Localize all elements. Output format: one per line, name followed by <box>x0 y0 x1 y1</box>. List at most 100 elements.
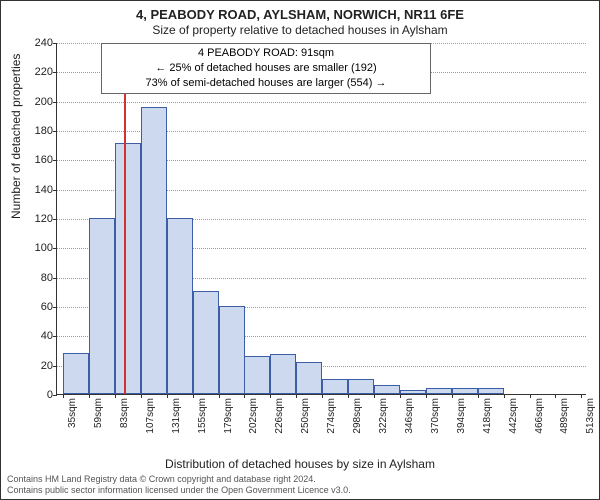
x-tick <box>141 394 142 398</box>
x-tick-label: 346sqm <box>404 398 415 434</box>
footer: Contains HM Land Registry data © Crown c… <box>7 474 351 496</box>
x-tick <box>374 394 375 398</box>
x-tick <box>322 394 323 398</box>
x-tick-label: 298sqm <box>352 398 363 434</box>
y-tick <box>53 43 57 44</box>
x-tick-label: 489sqm <box>559 398 570 434</box>
x-tick-label: 322sqm <box>378 398 389 434</box>
x-tick-label: 202sqm <box>248 398 259 434</box>
y-tick <box>53 248 57 249</box>
y-tick-label: 0 <box>47 389 53 401</box>
histogram-bar <box>270 354 296 394</box>
x-tick-label: 442sqm <box>508 398 519 434</box>
histogram-bar <box>167 218 193 394</box>
x-tick <box>504 394 505 398</box>
annotation-line-3: 73% of semi-detached houses are larger (… <box>106 76 426 91</box>
x-tick <box>478 394 479 398</box>
histogram-bar <box>452 388 478 394</box>
footer-line-1: Contains HM Land Registry data © Crown c… <box>7 474 351 485</box>
x-tick-label: 466sqm <box>534 398 545 434</box>
histogram-bar <box>400 390 426 394</box>
x-tick <box>426 394 427 398</box>
y-tick-label: 20 <box>41 360 53 372</box>
histogram-bar <box>322 379 348 394</box>
y-tick-label: 80 <box>41 272 53 284</box>
y-tick-label: 240 <box>35 37 53 49</box>
x-tick-label: 226sqm <box>274 398 285 434</box>
y-tick <box>53 336 57 337</box>
histogram-bar <box>296 362 322 394</box>
histogram-bar <box>89 218 115 394</box>
x-tick <box>219 394 220 398</box>
x-tick-label: 155sqm <box>197 398 208 434</box>
x-tick <box>193 394 194 398</box>
y-tick-label: 220 <box>35 66 53 78</box>
x-tick-label: 370sqm <box>430 398 441 434</box>
histogram-bar <box>219 306 245 394</box>
y-axis-label: Number of detached properties <box>9 54 23 219</box>
histogram-bar <box>374 385 400 394</box>
y-tick <box>53 160 57 161</box>
x-tick-label: 35sqm <box>67 398 78 428</box>
x-tick <box>348 394 349 398</box>
x-axis-label: Distribution of detached houses by size … <box>1 457 599 471</box>
marker-line <box>124 43 126 394</box>
y-tick <box>53 395 57 396</box>
x-tick <box>555 394 556 398</box>
y-tick-label: 60 <box>41 301 53 313</box>
x-tick <box>167 394 168 398</box>
x-tick <box>530 394 531 398</box>
chart-subtitle: Size of property relative to detached ho… <box>1 23 599 37</box>
y-tick-label: 140 <box>35 184 53 196</box>
y-tick <box>53 72 57 73</box>
x-tick-label: 250sqm <box>300 398 311 434</box>
y-tick-label: 160 <box>35 154 53 166</box>
x-tick <box>400 394 401 398</box>
x-tick-label: 131sqm <box>171 398 182 434</box>
x-tick <box>296 394 297 398</box>
x-tick-label: 83sqm <box>119 398 130 428</box>
y-tick-label: 200 <box>35 96 53 108</box>
x-tick-label: 513sqm <box>585 398 596 434</box>
y-tick <box>53 102 57 103</box>
x-tick <box>89 394 90 398</box>
x-tick <box>581 394 582 398</box>
x-tick <box>63 394 64 398</box>
grid-line <box>57 102 586 103</box>
x-tick-label: 59sqm <box>93 398 104 428</box>
chart-container: 4, PEABODY ROAD, AYLSHAM, NORWICH, NR11 … <box>0 0 600 500</box>
histogram-bar <box>244 356 270 394</box>
histogram-bar <box>193 291 219 394</box>
x-tick-label: 107sqm <box>145 398 156 434</box>
y-tick <box>53 190 57 191</box>
histogram-bar <box>115 143 141 394</box>
plot-area: 02040608010012014016018020022024035sqm59… <box>56 43 586 395</box>
y-tick-label: 40 <box>41 330 53 342</box>
histogram-bar <box>63 353 89 394</box>
annotation-line-2: ← 25% of detached houses are smaller (19… <box>106 61 426 76</box>
y-tick-label: 120 <box>35 213 53 225</box>
y-tick-label: 100 <box>35 242 53 254</box>
x-tick <box>115 394 116 398</box>
histogram-bar <box>141 107 167 394</box>
x-tick-label: 179sqm <box>223 398 234 434</box>
histogram-bar <box>426 388 452 394</box>
histogram-bar <box>348 379 374 394</box>
x-tick <box>270 394 271 398</box>
y-tick <box>53 307 57 308</box>
histogram-bar <box>478 388 504 394</box>
y-tick <box>53 366 57 367</box>
x-tick <box>452 394 453 398</box>
x-tick-label: 394sqm <box>456 398 467 434</box>
y-tick <box>53 278 57 279</box>
y-tick-label: 180 <box>35 125 53 137</box>
annotation-line-1: 4 PEABODY ROAD: 91sqm <box>106 46 426 61</box>
x-tick-label: 418sqm <box>482 398 493 434</box>
y-tick <box>53 219 57 220</box>
chart-title: 4, PEABODY ROAD, AYLSHAM, NORWICH, NR11 … <box>1 7 599 22</box>
grid-line <box>57 131 586 132</box>
y-tick <box>53 131 57 132</box>
x-tick <box>244 394 245 398</box>
x-tick-label: 274sqm <box>326 398 337 434</box>
footer-line-2: Contains public sector information licen… <box>7 485 351 496</box>
